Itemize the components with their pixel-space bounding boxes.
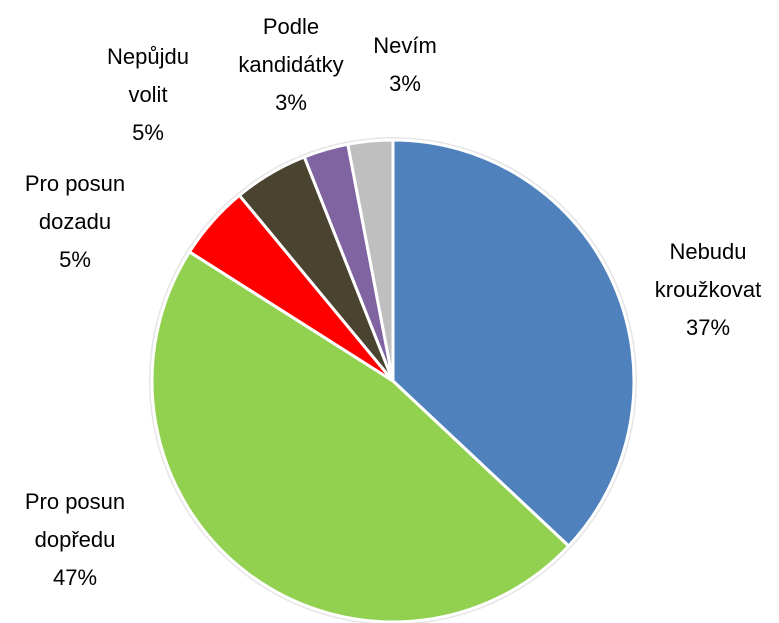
value-label: 37% <box>685 315 731 340</box>
category-label: Nevím <box>373 33 437 58</box>
pie-slice <box>150 250 571 623</box>
pie-slice <box>391 138 636 548</box>
value-label: 3% <box>389 71 421 96</box>
category-label: Nebudu kroužkovat <box>654 239 762 302</box>
category-label: Nepůjdu volit <box>107 44 189 107</box>
slice-label: Nepůjdu volit 5% <box>101 38 196 152</box>
slice-label: Pro posun dopředu 47% <box>10 483 140 597</box>
category-label: Pro posun dozadu <box>24 171 126 234</box>
value-label: 3% <box>275 90 307 115</box>
category-label: Pro posun dopředu <box>24 489 126 552</box>
slice-label: Nevím 3% <box>360 27 450 103</box>
value-label: 5% <box>132 120 164 145</box>
pie-slice <box>346 138 395 383</box>
value-label: 47% <box>52 565 98 590</box>
slice-label: Podle kandidátky 3% <box>216 8 366 122</box>
value-label: 5% <box>59 247 91 272</box>
category-label: Podle kandidátky <box>238 14 344 77</box>
slice-label: Nebudu kroužkovat 37% <box>628 233 779 347</box>
slice-label: Pro posun dozadu 5% <box>10 165 140 279</box>
